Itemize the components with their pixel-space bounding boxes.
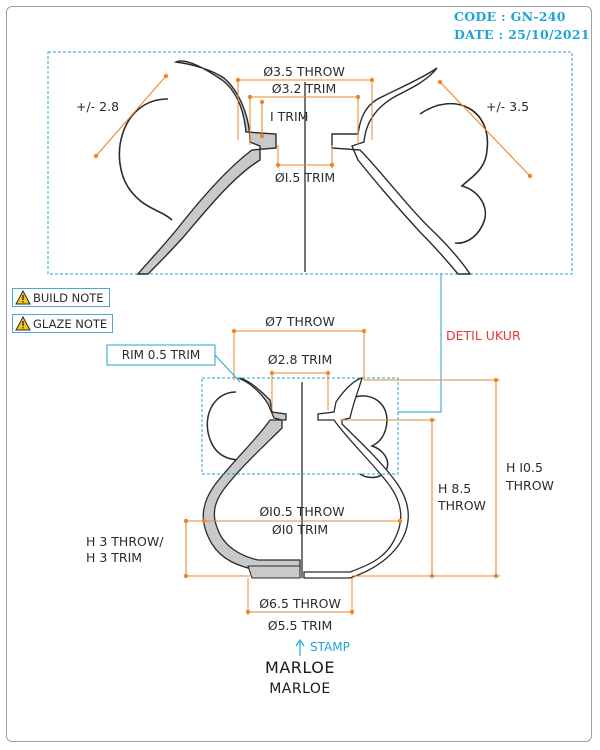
- detail-left-handle: [118, 98, 173, 221]
- detail-neck-height-label: I TRIM: [270, 109, 308, 124]
- main-foot-trim-label: Ø5.5 TRIM: [268, 618, 332, 633]
- detail-left-tolerance-label: +/- 2.8: [76, 99, 119, 114]
- build-note-button[interactable]: BUILD NOTE: [12, 288, 110, 307]
- detail-neck-trim-label: ØI.5 TRIM: [275, 170, 335, 185]
- detail-view: Ø3.5 THROW Ø3.2 TRIM I TRIM ØI.5 TRIM +/…: [47, 51, 573, 275]
- main-h85-label-line2: THROW: [437, 498, 486, 513]
- main-h85-label-line1: H 8.5: [438, 481, 471, 496]
- detail-right-tolerance-dimension: [437, 79, 533, 179]
- main-foot: [247, 565, 301, 579]
- stamp-label: STAMP: [310, 640, 350, 654]
- main-h105-label-line1: H I0.5: [506, 460, 543, 475]
- drawing-date: DATE : 25/10/2021: [454, 27, 590, 42]
- detail-left-tolerance-dimension: [93, 73, 169, 159]
- main-h105-label-line2: THROW: [505, 478, 554, 493]
- detail-right-handle: [419, 102, 489, 244]
- detail-rim-throw-label: Ø3.5 THROW: [263, 64, 345, 79]
- detail-left-wall: [136, 60, 277, 275]
- product-code: CODE : GN-240: [454, 9, 566, 24]
- detail-rim-trim-label: Ø3.2 TRIM: [272, 81, 336, 96]
- glaze-note-button[interactable]: GLAZE NOTE: [12, 314, 114, 333]
- marloe-logo: MARLOE: [265, 658, 335, 677]
- marloe-wordmark: MARLOE: [269, 681, 331, 697]
- stamp-arrow-head: [295, 638, 305, 647]
- main-right-outline: [303, 377, 409, 579]
- main-detail-callout-box: [201, 377, 399, 475]
- main-h3-label-line1: H 3 THROW/: [86, 534, 164, 549]
- detail-view-frame: [47, 51, 573, 275]
- drawing-frame: [6, 6, 592, 742]
- glaze-note-label: GLAZE NOTE: [33, 316, 108, 331]
- warning-icon: [15, 316, 31, 331]
- detail-leader-line: [398, 274, 442, 413]
- detail-title: DETIL UKUR: [446, 328, 521, 343]
- rim-callout-leader: [214, 354, 241, 383]
- detail-right-tolerance-label: +/- 3.5: [486, 99, 529, 114]
- main-top-throw-label: Ø7 THROW: [265, 314, 335, 329]
- warning-icon: [15, 290, 31, 305]
- main-belly-trim-label: ØI0 TRIM: [272, 522, 328, 537]
- rim-trim-label: RIM 0.5 TRIM: [122, 348, 201, 362]
- main-right-handle: [347, 395, 389, 479]
- main-view: Ø7 THROW RIM 0.5 TRIM Ø2.8 TRIM ØI0.5 TH…: [86, 314, 554, 697]
- main-belly-throw-label: ØI0.5 THROW: [259, 504, 344, 519]
- main-left-handle: [206, 391, 251, 461]
- main-h3-label-line2: H 3 TRIM: [86, 550, 142, 565]
- main-foot-throw-label: Ø6.5 THROW: [259, 596, 341, 611]
- build-note-label: BUILD NOTE: [33, 290, 104, 305]
- main-neck-trim-label: Ø2.8 TRIM: [268, 352, 332, 367]
- detail-right-wall: [331, 67, 472, 275]
